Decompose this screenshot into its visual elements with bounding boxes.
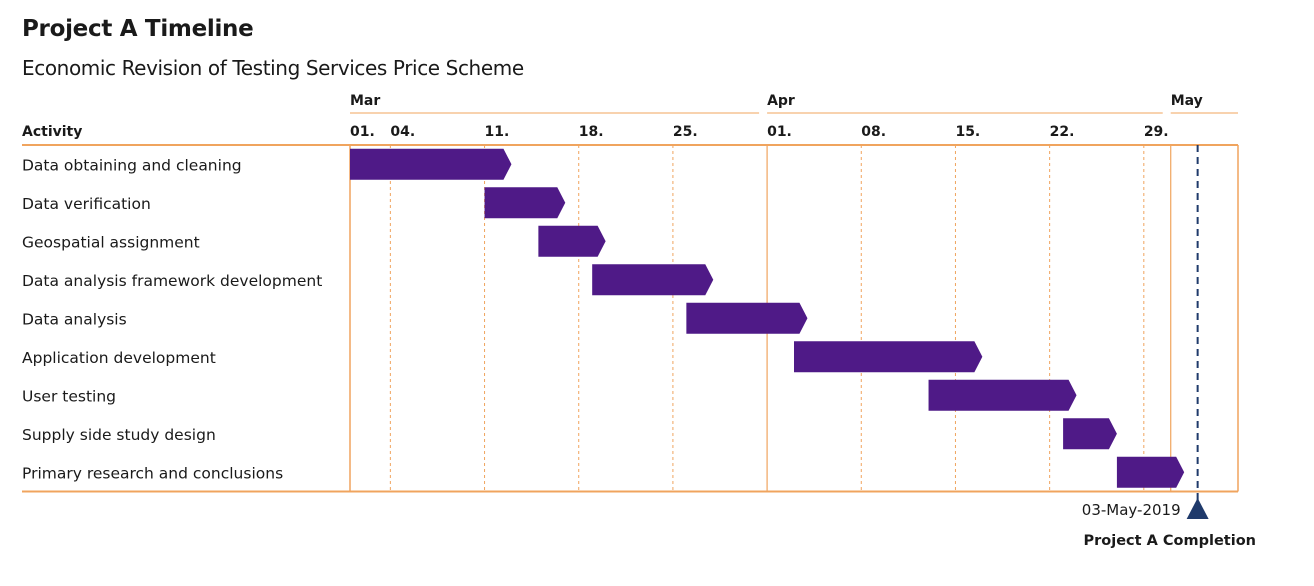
tick-label: 29.: [1144, 124, 1169, 140]
task-label: Data verification: [22, 195, 151, 213]
task-label: Data analysis framework development: [22, 272, 322, 290]
tick-label: 04.: [390, 124, 415, 140]
grid-layer: [22, 112, 1239, 508]
task-bar: [928, 379, 1077, 411]
task-label: Primary research and conclusions: [22, 464, 283, 482]
task-bar: [1116, 456, 1185, 488]
tick-label: 01.: [350, 124, 375, 140]
task-bar: [686, 302, 808, 334]
activity-header: Activity: [22, 124, 82, 140]
milestone-label: Project A Completion: [1084, 533, 1256, 549]
task-bar: [592, 264, 714, 296]
month-label: Mar: [350, 93, 380, 109]
label-layer: Mar Apr May Activity 01. 04. 11. 18. 25. 01. 08. 15…: [22, 93, 1256, 549]
tick-label: 08.: [861, 124, 886, 140]
task-label: Application development: [22, 349, 216, 367]
tick-label: 22.: [1050, 124, 1075, 140]
task-label: User testing: [22, 387, 116, 405]
task-bar: [794, 341, 983, 373]
tick-label: 11.: [485, 124, 510, 140]
milestone-date: 03-May-2019: [1082, 501, 1181, 519]
task-label: Data obtaining and cleaning: [22, 156, 242, 174]
month-label: May: [1171, 93, 1203, 109]
tick-label: 01.: [767, 124, 792, 140]
bar-layer: [350, 148, 1209, 519]
task-bar: [1063, 418, 1117, 450]
task-label: Geospatial assignment: [22, 233, 200, 251]
task-bar: [350, 148, 512, 180]
milestone-marker-icon: [1186, 498, 1209, 519]
month-label: Apr: [767, 93, 795, 109]
tick-label: 15.: [955, 124, 980, 140]
tick-label: 18.: [579, 124, 604, 140]
task-bar: [538, 225, 606, 257]
tick-label: 25.: [673, 124, 698, 140]
page-subtitle: Economic Revision of Testing Services Pr…: [22, 56, 524, 80]
task-label: Data analysis: [22, 310, 127, 328]
task-bar: [484, 187, 566, 219]
task-label: Supply side study design: [22, 426, 216, 444]
page-title: Project A Timeline: [22, 16, 254, 42]
